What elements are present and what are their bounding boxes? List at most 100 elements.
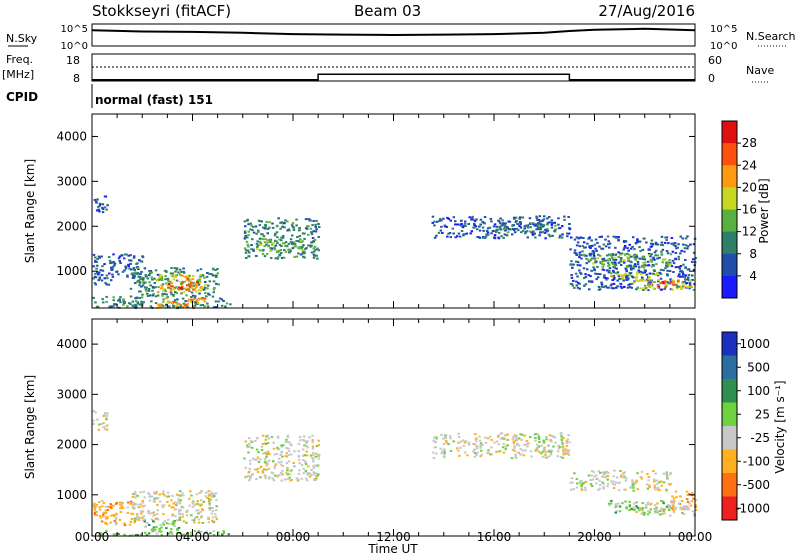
heatmap-cell [619, 475, 623, 478]
heatmap-cell [154, 302, 158, 305]
heatmap-cell [598, 483, 602, 486]
heatmap-cell [561, 456, 565, 459]
heatmap-cell [182, 302, 186, 305]
heatmap-cell [278, 457, 281, 460]
heatmap-cell [298, 469, 301, 472]
heatmap-cell [659, 277, 663, 280]
heatmap-cell [655, 243, 658, 246]
heatmap-cell [244, 234, 247, 237]
heatmap-cell [582, 267, 586, 270]
heatmap-cell [143, 286, 147, 289]
heatmap-cell [473, 219, 477, 222]
heatmap-cell [263, 245, 266, 248]
heatmap-cell [673, 508, 677, 511]
heatmap-cell [683, 247, 687, 250]
colorbar-tick-label: 12 [742, 225, 757, 239]
heatmap-cell [101, 298, 104, 301]
heatmap-cell [113, 262, 117, 265]
heatmap-cell [174, 274, 177, 277]
heatmap-cell [623, 245, 627, 247]
heatmap-cell [146, 292, 149, 295]
heatmap-cell [470, 230, 474, 233]
heatmap-cell [638, 257, 642, 260]
heatmap-cell [102, 422, 105, 425]
heatmap-cell [637, 269, 640, 272]
heatmap-cell [478, 229, 482, 232]
heatmap-cell [575, 260, 578, 263]
heatmap-cell [314, 455, 318, 458]
heatmap-cell [479, 218, 483, 221]
heatmap-cell [272, 441, 275, 444]
heatmap-cell [580, 488, 583, 491]
heatmap-cell [141, 501, 145, 504]
heatmap-cell [94, 411, 97, 414]
heatmap-cell [635, 273, 639, 276]
heatmap-cell [190, 281, 193, 284]
heatmap-cell [148, 499, 152, 502]
heatmap-cell [587, 274, 590, 276]
heatmap-cell [433, 224, 436, 227]
heatmap-cell [512, 436, 515, 438]
heatmap-cell [671, 250, 675, 253]
heatmap-cell [438, 219, 441, 222]
heatmap-cell [267, 467, 271, 470]
heatmap-cell [615, 510, 618, 513]
heatmap-cell [602, 286, 605, 289]
heatmap-cell [535, 215, 538, 218]
heatmap-cell [681, 237, 685, 240]
heatmap-cell [674, 252, 678, 254]
heatmap-cell [122, 303, 125, 306]
heatmap-cell [250, 248, 253, 251]
heatmap-cell [284, 250, 288, 253]
heatmap-cell [498, 450, 502, 453]
heatmap-cell [248, 251, 251, 254]
heatmap-cell [94, 505, 97, 508]
heatmap-cell [682, 275, 685, 278]
heatmap-cell [161, 294, 164, 297]
heatmap-cell [169, 290, 173, 293]
heatmap-cell [617, 275, 621, 278]
heatmap-cell [281, 465, 285, 467]
heatmap-cell [590, 474, 593, 477]
heatmap-cell [539, 231, 542, 234]
colorbar-swatch [722, 402, 737, 427]
heatmap-cell [198, 292, 201, 295]
heatmap-cell [566, 452, 569, 455]
heatmap-cell [638, 266, 641, 269]
heatmap-cell [681, 270, 684, 273]
heatmap-cell [129, 520, 133, 523]
heatmap-cell [130, 259, 133, 262]
heatmap-cell [671, 499, 674, 502]
heatmap-cell [434, 446, 437, 449]
heatmap-cell [304, 460, 307, 463]
heatmap-cell [94, 259, 97, 262]
heatmap-cell [150, 528, 154, 531]
heatmap-cell [204, 283, 207, 286]
heatmap-cell [284, 241, 288, 243]
heatmap-cell [211, 507, 214, 509]
heatmap-cell [439, 229, 443, 232]
heatmap-cell [269, 247, 272, 250]
heatmap-cell [486, 437, 490, 440]
heatmap-cell [303, 444, 306, 447]
heatmap-cell [208, 293, 211, 296]
heatmap-cell [596, 276, 600, 279]
heatmap-cell [272, 479, 276, 482]
heatmap-cell [601, 481, 604, 484]
heatmap-cell [533, 224, 536, 227]
heatmap-cell [210, 519, 214, 522]
heatmap-cell [291, 222, 295, 225]
heatmap-cell [102, 426, 105, 429]
heatmap-cell [500, 432, 504, 435]
heatmap-cell [642, 266, 646, 269]
heatmap-cell [655, 506, 658, 509]
heatmap-cell [204, 531, 207, 534]
heatmap-cell [591, 244, 594, 247]
heatmap-cell [285, 452, 288, 455]
heatmap-cell [650, 282, 654, 285]
heatmap-cell [640, 273, 643, 276]
heatmap-cell [246, 446, 249, 449]
heatmap-cell [548, 455, 551, 458]
heatmap-cell [110, 266, 113, 269]
